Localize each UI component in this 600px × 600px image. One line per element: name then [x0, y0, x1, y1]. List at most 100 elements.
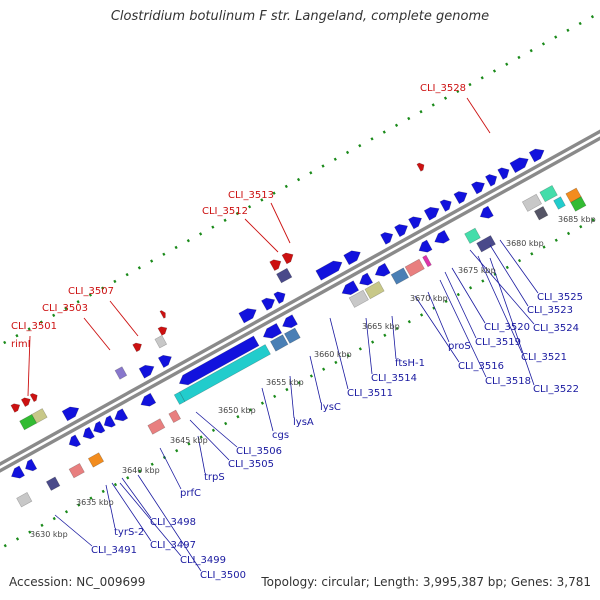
leader-cli-3511: [329, 317, 349, 390]
feature-label-cli-3513: CLI_3513: [228, 190, 274, 201]
leader-cli-3520: [451, 267, 486, 324]
scale-label-3645-kbp: 3645 kbp: [170, 436, 208, 445]
leader-prfc: [159, 447, 182, 490]
cds-inner-5: [93, 420, 106, 434]
cds-outer-3: [157, 354, 172, 369]
rna-feature-4: [132, 342, 142, 353]
feature-inner-track2-7: [390, 267, 410, 285]
feature-inner-track3-8: [533, 205, 549, 221]
cds-inner-8: [140, 392, 157, 407]
scale-label-3675-kbp: 3675 kbp: [458, 266, 496, 275]
feature-inner-track2-1: [179, 344, 271, 403]
leader-tyrs-2: [105, 484, 116, 529]
cds-inner-7: [114, 408, 129, 422]
feature-inner-track3-1: [16, 491, 33, 508]
feature-inner-track3-3: [87, 452, 105, 468]
leader-cli-3497: [111, 482, 152, 542]
scale-label-3685-kbp: 3685 kbp: [558, 215, 596, 224]
scale-label-3655-kbp: 3655 kbp: [266, 378, 304, 387]
cds-outer-18: [509, 157, 529, 174]
gene-label-cli-3498: CLI_3498: [150, 517, 196, 528]
leader-cli-3501: [27, 335, 31, 397]
scale-label-3670-kbp: 3670 kbp: [410, 294, 448, 303]
gene-label-cli-3525: CLI_3525: [537, 292, 583, 303]
cds-outer-15: [470, 181, 486, 195]
leader-lysa: [289, 375, 295, 419]
feature-inner-track3-2: [68, 462, 85, 479]
cds-inner-11: [282, 314, 298, 329]
leader-cli-3491: [54, 514, 93, 547]
feature-inner-track3-9: [553, 196, 566, 210]
cds-inner-2: [25, 458, 38, 472]
backbone-line-inner: [0, 136, 600, 473]
leader-cli-3518: [439, 279, 487, 378]
feature-inner-track2-5: [348, 289, 369, 308]
feature-label-cli-3503: CLI_3503: [42, 303, 88, 314]
gene-label-cli-3523: CLI_3523: [527, 305, 573, 316]
gene-label-pros: proS: [448, 341, 471, 352]
gene-label-cli-3522: CLI_3522: [533, 384, 579, 395]
gene-label-cli-3497: CLI_3497: [150, 540, 196, 551]
cds-outer-17: [497, 167, 510, 180]
cds-outer-14: [453, 191, 468, 205]
leader-lysc: [309, 355, 322, 404]
cds-inner-12: [341, 280, 360, 296]
leader-ftsh-1: [391, 315, 397, 360]
cds-inner-10: [262, 322, 283, 339]
gene-label-prfc: prfC: [180, 488, 201, 499]
cds-inner-1: [10, 465, 26, 479]
feature-outer-track-5: [276, 267, 293, 284]
gene-label-cli-3499: CLI_3499: [180, 555, 226, 566]
feature-inner-track2-4: [283, 327, 301, 344]
scale-label-3630-kbp: 3630 kbp: [30, 530, 68, 539]
rna-feature-3: [29, 393, 38, 403]
scale-label-3680-kbp: 3680 kbp: [506, 239, 544, 248]
cds-outer-7: [315, 260, 343, 281]
cds-inner-14: [374, 262, 391, 277]
scale-label-3640-kbp: 3640 kbp: [122, 466, 160, 475]
feature-inner-track3-11: [570, 196, 587, 212]
label-leaders: [27, 97, 539, 572]
gene-label-lysa: lysA: [293, 417, 314, 428]
feature-inner-track2-3: [269, 334, 289, 352]
cds-inner-4: [82, 426, 95, 440]
cds-outer-19: [528, 148, 545, 163]
leader-cli-3524: [469, 249, 535, 325]
leader-cli-3525: [499, 239, 539, 294]
rna-feature-5: [157, 326, 168, 336]
genome-summary: Topology: circular; Length: 3,995,387 bp…: [261, 575, 591, 589]
feature-inner-track3-5: [168, 409, 182, 424]
genome-backbone: [0, 129, 600, 473]
cds-inner-17: [479, 205, 494, 219]
gene-label-cli-3521: CLI_3521: [521, 352, 567, 363]
cds-outer-16: [484, 174, 498, 187]
feature-inner-track2-6: [364, 280, 385, 300]
cds-inner-3: [68, 434, 82, 448]
leader-pros: [427, 291, 450, 343]
leader-cli-3505: [189, 419, 230, 461]
leader-cli-3521: [477, 255, 523, 354]
leader-cli-3523: [489, 244, 529, 307]
gene-label-cgs: cgs: [272, 430, 289, 441]
scale-label-3635-kbp: 3635 kbp: [76, 498, 114, 507]
cds-inner-6: [103, 415, 116, 428]
leader-cli-3522: [489, 257, 535, 386]
leader-trps: [197, 435, 206, 474]
gene-label-cli-3519: CLI_3519: [475, 337, 521, 348]
rna-feature-1: [10, 403, 21, 413]
feature-inner-track2-11: [521, 193, 543, 212]
feature-label-rimi: rimI: [11, 339, 31, 350]
rna-feature-8: [159, 310, 166, 319]
cds-inner-13: [359, 272, 374, 286]
map-title: Clostridium botulinum F str. Langeland, …: [110, 9, 490, 24]
feature-inner-track2-9: [422, 254, 432, 268]
feature-outer-track-4: [154, 334, 168, 349]
feature-outer-track-2: [31, 408, 48, 424]
cds-outer-9: [380, 232, 394, 245]
feature-label-cli-3507: CLI_3507: [68, 286, 114, 297]
feature-label-cli-3512: CLI_3512: [202, 206, 248, 217]
feature-inner-track2-10: [464, 227, 481, 244]
feature-inner-track3-7: [476, 235, 496, 253]
